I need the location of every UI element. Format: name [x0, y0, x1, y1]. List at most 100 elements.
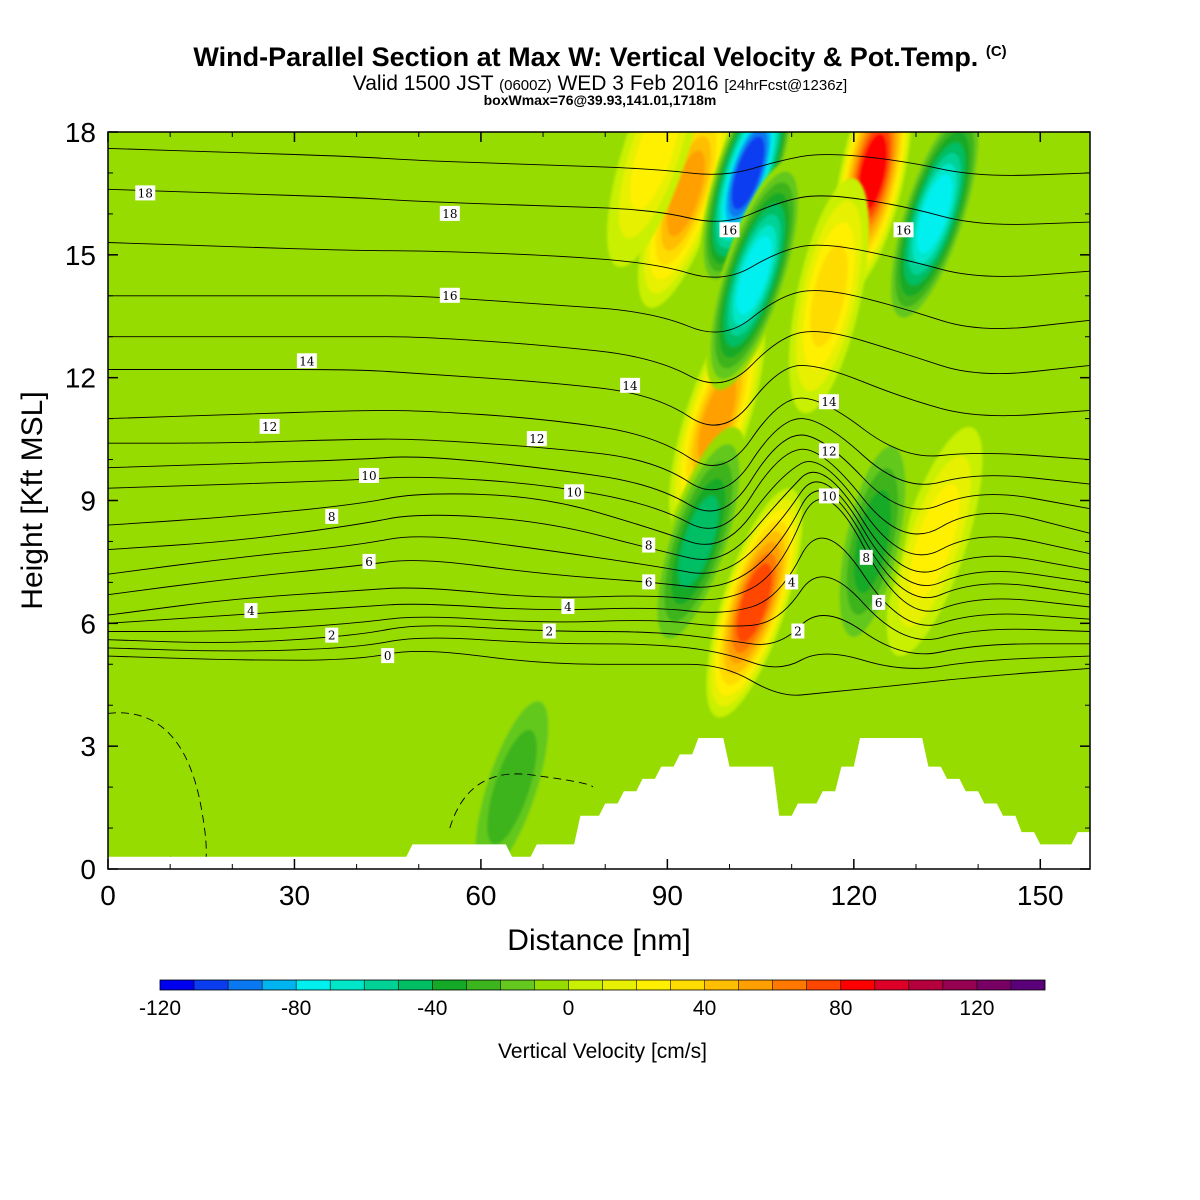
box-info: boxWmax=76@39.93,141.01,1718m — [483, 92, 717, 108]
contour-label: 6 — [642, 574, 656, 590]
contour-label: 2 — [542, 623, 556, 639]
contour-label-bg — [620, 377, 641, 393]
y-tick-label: 3 — [80, 731, 96, 762]
contour-label-text: 10 — [361, 469, 376, 483]
vertical-velocity-field — [108, 132, 1090, 869]
x-tick-label: 0 — [100, 880, 116, 911]
contour-label-text: 6 — [645, 575, 653, 589]
theta-contour-line — [108, 364, 1090, 426]
chart-subtitle: Valid 1500 JST (0600Z) WED 3 Feb 2016 [2… — [0, 72, 1200, 96]
contour-label: 12 — [818, 443, 839, 459]
theta-contour-line — [108, 434, 1090, 512]
colorbar-swatch — [500, 980, 535, 990]
contour-label-bg — [244, 603, 258, 619]
theta-contour-line — [108, 637, 1090, 669]
downdraft-level — [731, 136, 765, 210]
downdraft-feature — [650, 426, 747, 656]
colorbar-swatch — [432, 980, 467, 990]
theta-contour-line — [108, 448, 1090, 535]
contour-label-text: 6 — [365, 555, 373, 569]
theta-contour-line — [108, 499, 1090, 616]
colorbar-swatch — [398, 980, 433, 990]
colorbar-swatch — [772, 980, 808, 990]
colorbar-tick-label: 0 — [563, 997, 575, 1020]
contour-label: 14 — [818, 394, 839, 410]
colorbar-swatch — [602, 980, 637, 990]
contour-label: 18 — [439, 205, 460, 221]
contour-label-bg — [296, 353, 317, 369]
downdraft-level — [678, 495, 719, 588]
downdraft-feature — [706, 160, 803, 390]
theta-contour-line — [108, 290, 1090, 333]
updraft-level — [698, 375, 737, 462]
contour-label: 10 — [359, 467, 380, 483]
colorbar-swatch — [568, 980, 603, 990]
y-tick-label: 12 — [65, 363, 96, 394]
contour-label-bg — [859, 549, 873, 565]
colorbar-swatch — [840, 980, 876, 990]
copyright-tag: (C) — [985, 43, 1007, 60]
theta-contour-line — [108, 650, 1090, 696]
y-axis-label: Height [Kft MSL] — [16, 391, 49, 609]
downdraft-level — [853, 489, 892, 593]
theta-contour-line — [108, 615, 1090, 655]
updraft-feature — [706, 488, 803, 718]
y-tick-label: 0 — [80, 854, 96, 885]
contour-label-bg — [893, 222, 914, 238]
colorbar-swatch — [262, 980, 297, 990]
colorbar-swatch — [1010, 980, 1046, 990]
colorbar-tick-label: 40 — [693, 997, 716, 1020]
contour-label-text: 6 — [875, 596, 883, 610]
colorbar-swatch — [466, 980, 501, 990]
x-tick-label: 60 — [465, 880, 496, 911]
colorbar-swatch — [874, 980, 910, 990]
updraft-feature — [638, 132, 734, 308]
contour-label-bg — [439, 205, 460, 221]
contour-label-text: 12 — [529, 432, 544, 446]
contour-label: 8 — [325, 508, 339, 524]
contour-label: 14 — [620, 377, 641, 393]
theta-contour-line — [108, 576, 1090, 641]
colorbar-swatch — [908, 980, 944, 990]
y-tick-label: 6 — [80, 608, 96, 639]
contour-label-bg — [325, 627, 339, 643]
contour-label-text: 14 — [622, 379, 638, 393]
colorbar-swatch — [160, 980, 195, 990]
colorbar-swatch — [738, 980, 773, 990]
contour-label-text: 12 — [262, 420, 277, 434]
valid-prefix: Valid 1500 JST — [352, 72, 494, 95]
x-tick-label: 150 — [1017, 880, 1064, 911]
y-tick-label: 18 — [65, 117, 96, 148]
contour-label-text: 4 — [564, 600, 572, 614]
contour-label-text: 14 — [299, 354, 315, 368]
colorbar-swatch — [670, 980, 705, 990]
chart-title: Wind-Parallel Section at Max W: Vertical… — [0, 42, 1200, 73]
contour-label: 16 — [719, 222, 740, 238]
theta-contour-line — [108, 147, 1090, 176]
contour-label: 4 — [785, 574, 799, 590]
contour-label-text: 4 — [788, 575, 796, 589]
colorbar-swatch — [194, 980, 229, 990]
negative-contour-line — [449, 773, 594, 829]
contour-label-text: 2 — [794, 625, 802, 639]
contour-label-bg — [564, 484, 585, 500]
contour-label: 6 — [362, 553, 376, 569]
updraft-level — [630, 132, 680, 210]
contour-label: 18 — [135, 185, 156, 201]
contour-label: 4 — [244, 603, 258, 619]
forecast-info: [24hrFcst@1236z] — [724, 77, 848, 94]
colorbar-swatch — [636, 980, 671, 990]
contour-label-bg — [561, 598, 575, 614]
theta-contour-line — [108, 481, 1090, 586]
contour-label: 6 — [872, 594, 886, 610]
contour-label-text: 16 — [442, 289, 457, 303]
downdraft-level — [736, 235, 772, 315]
x-tick-label: 90 — [652, 880, 683, 911]
contour-label-bg — [791, 623, 805, 639]
contour-label-text: 12 — [821, 444, 836, 458]
updraft-level — [857, 133, 888, 213]
contour-label-text: 10 — [821, 489, 836, 503]
contour-label: 0 — [381, 648, 395, 664]
